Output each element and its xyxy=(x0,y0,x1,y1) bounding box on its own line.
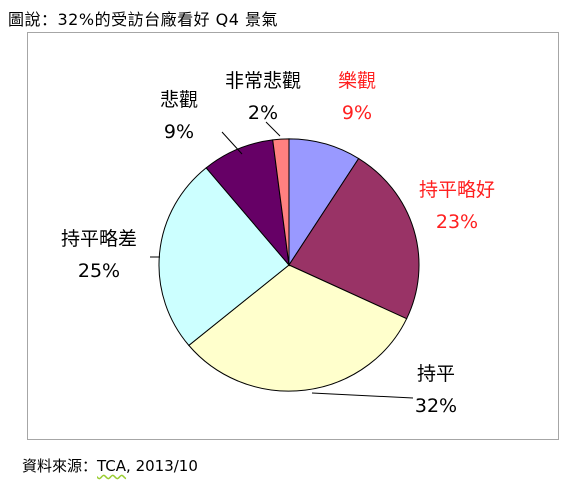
label-slightly-better-value: 23% xyxy=(436,211,478,233)
label-pessimistic-name: 悲觀 xyxy=(160,89,198,111)
leader-line-very-pessimistic xyxy=(265,121,281,137)
label-flat-value: 32% xyxy=(415,395,457,417)
slice-slightly-better xyxy=(288,157,420,320)
leader-line-pessimistic xyxy=(221,131,243,155)
source-line: 資料來源：TCA, 2013/10 xyxy=(22,455,198,476)
label-optimistic-value: 9% xyxy=(342,102,372,124)
slice-very-pessimistic xyxy=(272,138,290,266)
label-optimistic-name: 樂觀 xyxy=(338,70,376,92)
slice-labels: 樂觀 9% 持平略好 23% 持平 32% 持平略差 25% 悲觀 9% 非常悲觀 2% xyxy=(61,70,495,417)
label-very-pessimistic-value: 2% xyxy=(248,102,278,124)
slice-flat xyxy=(188,264,408,392)
leader-lines xyxy=(150,121,414,399)
label-very-pessimistic-name: 非常悲觀 xyxy=(225,70,301,92)
slice-slightly-worse xyxy=(158,167,290,347)
label-slightly-worse-value: 25% xyxy=(78,260,120,282)
figure-caption: 圖說：32%的受訪台廠看好 Q4 景氣 xyxy=(8,10,279,29)
label-pessimistic-value: 9% xyxy=(164,121,194,143)
source-date: , 2013/10 xyxy=(126,457,198,475)
label-flat-name: 持平 xyxy=(417,363,455,385)
label-slightly-better-name: 持平略好 xyxy=(419,179,495,201)
pie-slices xyxy=(158,138,420,392)
label-slightly-worse-name: 持平略差 xyxy=(61,228,137,250)
source-label: 資料來源： xyxy=(22,457,98,475)
source-org: TCA xyxy=(97,457,127,475)
leader-line-flat xyxy=(311,392,414,399)
